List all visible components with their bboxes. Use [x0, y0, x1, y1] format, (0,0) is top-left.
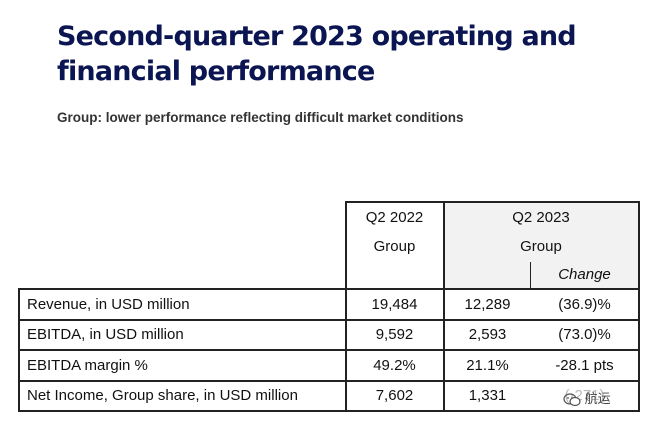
watermark-text: 航运 [584, 391, 611, 406]
header-q2-2022-group: Group [373, 238, 416, 255]
header-top-border [345, 201, 640, 203]
header-q2-2022: Q2 2022 [365, 209, 424, 226]
watermark: 航运 [560, 386, 614, 409]
header-q2-2023-shade [444, 202, 639, 288]
row-border-1 [18, 288, 640, 290]
header-q2-2023-group: Group [520, 238, 562, 255]
header-left-border [345, 201, 347, 289]
row-q2-2022: 9,592 [375, 326, 414, 343]
row-q2-2023: 12,289 [464, 296, 511, 313]
row-border-2 [18, 319, 640, 321]
row-change: (73.0)% [558, 326, 611, 343]
row-change: (36.9)% [558, 296, 611, 313]
row-label: Revenue, in USD million [27, 296, 190, 313]
label-divider [345, 288, 347, 411]
row-q2-2022: 19,484 [371, 296, 418, 313]
row-border-4 [18, 380, 640, 382]
header-q2-2023: Q2 2023 [512, 209, 570, 226]
row-border-3 [18, 349, 640, 351]
wechat-icon [563, 391, 585, 406]
header-change: Change [558, 266, 611, 283]
page-title: Second-quarter 2023 operating and financ… [57, 21, 577, 87]
row-q2-2022: 49.2% [373, 357, 416, 374]
row-q2-2023: 21.1% [466, 357, 509, 374]
row-left-border [18, 288, 20, 411]
subtitle: Group: lower performance reflecting diff… [57, 110, 464, 125]
row-label: Net Income, Group share, in USD million [27, 387, 298, 404]
change-divider [530, 262, 531, 288]
header-divider [443, 201, 445, 411]
row-q2-2022: 7,602 [375, 387, 414, 404]
row-label: EBITDA, in USD million [27, 326, 184, 343]
row-label: EBITDA margin % [27, 357, 148, 374]
header-right-border [638, 201, 640, 411]
row-q2-2023: 1,331 [468, 387, 507, 404]
row-change: -28.1 pts [555, 357, 614, 374]
row-q2-2023: 2,593 [468, 326, 507, 343]
row-border-5 [18, 410, 640, 412]
